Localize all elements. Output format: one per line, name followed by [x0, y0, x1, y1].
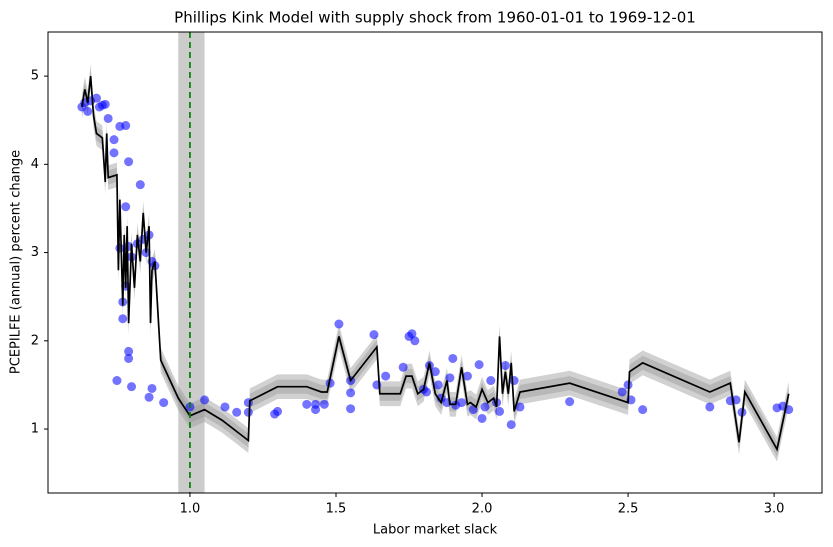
scatter-point — [346, 404, 356, 414]
scatter-point — [509, 376, 519, 386]
y-tick-label: 1 — [31, 422, 39, 437]
scatter-point — [410, 336, 420, 346]
scatter-point — [462, 371, 472, 381]
scatter-point — [144, 392, 154, 402]
scatter-point — [430, 367, 440, 377]
scatter-point — [346, 388, 356, 398]
y-tick-label: 2 — [31, 333, 39, 348]
scatter-point — [369, 330, 379, 340]
plot-frame — [47, 31, 823, 494]
scatter-point — [433, 380, 443, 390]
scatter-point — [83, 106, 93, 116]
y-tick-label: 5 — [31, 69, 39, 84]
scatter-point — [334, 319, 344, 329]
scatter-point — [232, 407, 242, 417]
scatter-point — [100, 99, 110, 109]
x-tick-label: 2.5 — [618, 502, 639, 517]
scatter-point — [121, 202, 131, 212]
fit-line — [81, 76, 790, 452]
scatter-point — [220, 402, 230, 412]
scatter-point — [445, 373, 455, 383]
scatter-point — [311, 399, 321, 409]
scatter-point — [109, 135, 119, 145]
scatter-point — [124, 157, 134, 167]
scatter-point — [273, 406, 283, 416]
chart-title: Phillips Kink Model with supply shock fr… — [174, 9, 696, 27]
scatter-point — [638, 405, 648, 415]
scatter-point — [159, 398, 169, 408]
scatter-point — [91, 93, 101, 103]
scatter-point — [243, 407, 253, 417]
scatter-point — [127, 382, 137, 392]
scatter-point — [135, 180, 145, 190]
scatter-point — [103, 113, 113, 123]
scatter-point — [200, 395, 210, 405]
scatter-point — [500, 361, 510, 371]
scatter-point — [495, 406, 505, 416]
scatter-point — [617, 387, 627, 397]
scatter-point — [398, 362, 408, 372]
scatter-point — [407, 329, 417, 339]
scatter-point — [474, 360, 484, 370]
scatter-point — [124, 353, 134, 363]
scatter-point — [565, 397, 575, 407]
scatter-point — [112, 376, 122, 386]
scatter-point — [109, 148, 119, 158]
scatter-point — [457, 398, 467, 408]
scatter-point — [121, 121, 131, 131]
x-tick-label: 1.5 — [326, 502, 347, 517]
scatter-point — [480, 402, 490, 412]
y-axis-label: PCEPILFE (annual) percent change — [9, 150, 24, 374]
scatter-point — [486, 376, 496, 386]
scatter-point — [705, 402, 715, 412]
scatter-point — [381, 371, 391, 381]
scatter-point — [124, 346, 134, 356]
y-tick-label: 4 — [31, 157, 39, 172]
scatter-point — [302, 399, 312, 409]
scatter-point — [319, 399, 329, 409]
scatter-point — [448, 353, 458, 363]
x-tick-label: 3.0 — [764, 502, 785, 517]
scatter-point — [118, 314, 128, 324]
scatter-point — [147, 383, 157, 393]
shock-span — [178, 32, 205, 493]
scatter-point — [506, 420, 516, 430]
scatter-point — [477, 413, 487, 423]
y-tick-label: 3 — [31, 245, 39, 260]
scatter-point — [515, 402, 525, 412]
x-axis-label: Labor market slack — [373, 523, 498, 538]
scatter-point — [115, 243, 125, 253]
x-tick-label: 2.0 — [472, 502, 493, 517]
x-tick-label: 1.0 — [180, 502, 201, 517]
